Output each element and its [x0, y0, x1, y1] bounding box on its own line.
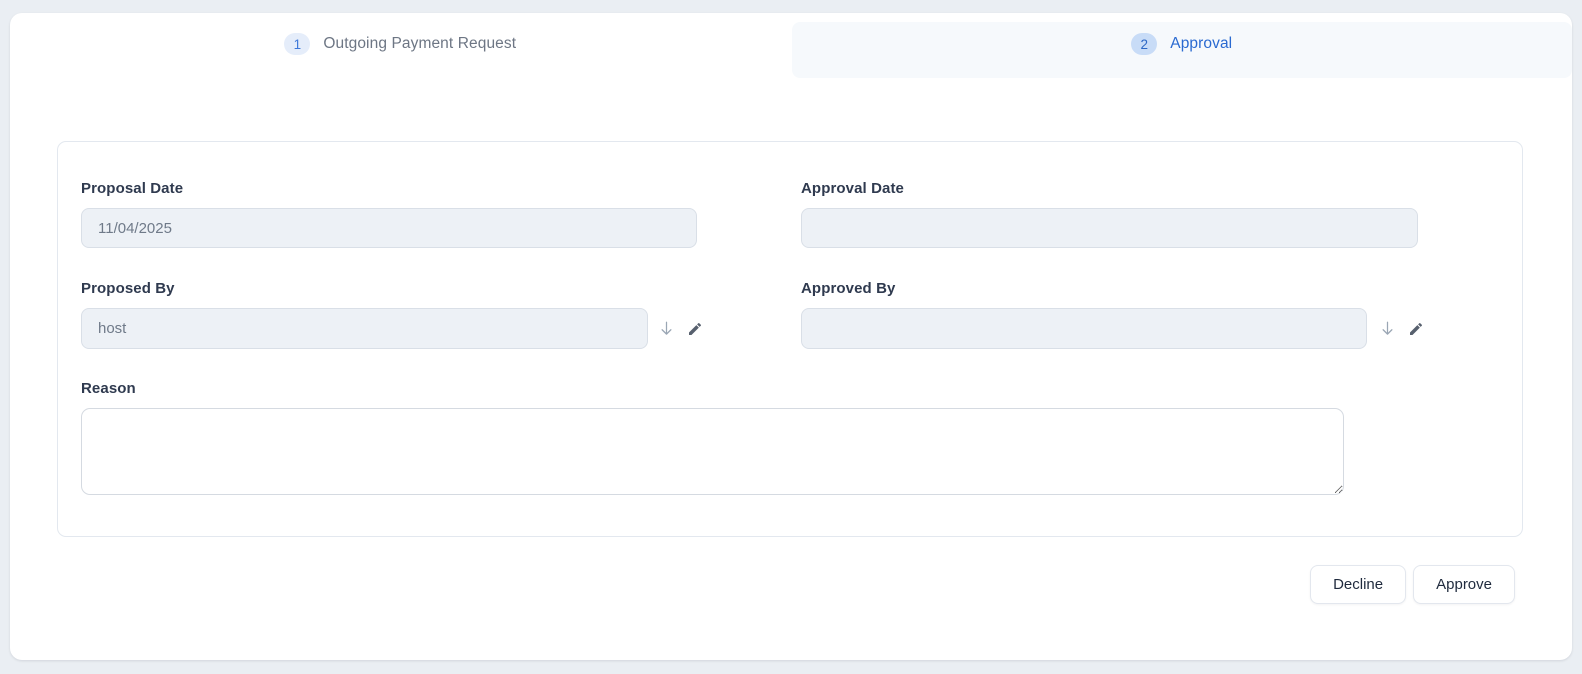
step-number-badge: 2: [1131, 33, 1158, 55]
payment-approval-panel: 1 Outgoing Payment Request 2 Approval Pr…: [10, 13, 1572, 660]
approval-form-card: Proposal Date Approval Date Proposed By …: [57, 141, 1523, 537]
action-buttons: Decline Approve: [1310, 565, 1515, 604]
step-number-badge: 1: [284, 33, 311, 55]
step-label: Outgoing Payment Request: [323, 35, 517, 52]
reason-label: Reason: [81, 380, 136, 397]
edit-pencil-icon[interactable]: [1406, 317, 1426, 341]
proposal-date-label: Proposal Date: [81, 180, 184, 197]
step-outgoing-payment-request[interactable]: 1 Outgoing Payment Request: [10, 22, 791, 78]
arrow-down-icon[interactable]: [1377, 317, 1397, 341]
proposed-by-label: Proposed By: [81, 280, 175, 297]
approve-button[interactable]: Approve: [1413, 565, 1515, 604]
stepper: 1 Outgoing Payment Request 2 Approval: [10, 22, 1572, 78]
proposal-date-input[interactable]: [81, 208, 697, 248]
approved-by-input[interactable]: [801, 308, 1367, 349]
approved-by-field-icons: [1377, 308, 1426, 349]
approval-date-label: Approval Date: [801, 180, 904, 197]
approved-by-label: Approved By: [801, 280, 896, 297]
step-label: Approval: [1170, 35, 1233, 52]
arrow-down-icon[interactable]: [656, 317, 676, 341]
proposed-by-field-icons: [656, 308, 705, 349]
decline-button[interactable]: Decline: [1310, 565, 1407, 604]
edit-pencil-icon[interactable]: [685, 317, 705, 341]
step-approval[interactable]: 2 Approval: [791, 22, 1572, 78]
proposed-by-input[interactable]: [81, 308, 648, 349]
reason-textarea[interactable]: [81, 408, 1344, 495]
approval-date-input[interactable]: [801, 208, 1418, 248]
